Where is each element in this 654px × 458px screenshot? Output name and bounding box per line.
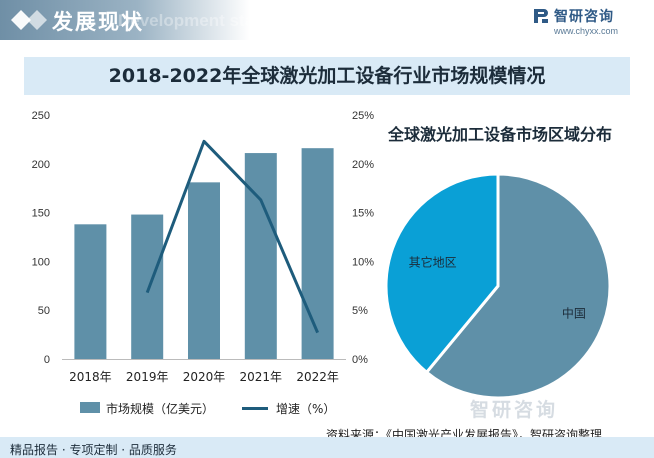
page-title: 发展现状 [52, 10, 144, 34]
x-tick-label: 2021年 [240, 370, 283, 384]
brand-logo-icon [534, 9, 548, 23]
y-right-tick-label: 25% [352, 110, 374, 122]
footer-watermark: 智研咨询 [470, 399, 559, 421]
pie-slice [424, 172, 612, 400]
bar [244, 153, 277, 359]
legend-line-label: 增速（%） [276, 402, 336, 416]
chart-title-band: 2018-2022年全球激光加工设备行业市场规模情况 [24, 57, 630, 95]
legend-bar-label: 市场规模（亿美元） [106, 402, 215, 416]
y-right-tick-label: 15% [352, 208, 374, 220]
brand: 智研咨询 www.chyxx.com [532, 5, 642, 39]
pie-label: 中国 [562, 305, 586, 320]
footer-slogan: 精品报告 · 专项定制 · 品质服务 [10, 443, 177, 457]
x-tick-label: 2019年 [126, 370, 169, 384]
chart-area: 0 50 100 150 200 250 0% 5% 10% 15% 20% 25% 2018年 2019… [32, 110, 612, 400]
y-right-tick-label: 5% [352, 305, 368, 317]
y-left-tick-label: 0 [44, 354, 50, 366]
growth-line [145, 139, 319, 334]
y-left-tick-label: 100 [32, 256, 50, 268]
brand-name: 智研咨询 [554, 9, 614, 25]
y-right-tick-label: 20% [352, 159, 374, 171]
legend-bar-swatch [80, 402, 100, 413]
brand-url: www.chyxx.com [554, 26, 619, 36]
y-left-tick-label: 200 [32, 159, 50, 171]
pie-label: 其它地区 [409, 254, 457, 269]
bar [131, 214, 164, 359]
pie-slice [384, 172, 500, 375]
y-right-tick-label: 0% [352, 354, 368, 366]
footer-bar [0, 437, 654, 458]
bar [188, 182, 220, 359]
x-tick-label: 2018年 [69, 370, 112, 384]
legend-line-swatch [242, 407, 268, 410]
y-left-tick-label: 150 [32, 208, 50, 220]
y-left-tick-label: 250 [32, 110, 50, 122]
bar [74, 224, 107, 359]
header: Development status 发展现状 智研咨询 www.chyxx.c… [0, 0, 654, 40]
x-tick-label: 2020年 [183, 370, 226, 384]
bar [301, 148, 334, 359]
x-tick-label: 2022年 [296, 370, 339, 384]
y-right-tick-label: 10% [352, 256, 374, 268]
header-subtitle-watermark: Development status [118, 11, 280, 30]
y-left-tick-label: 50 [38, 305, 50, 317]
chart-title: 2018-2022年全球激光加工设备行业市场规模情况 [108, 65, 546, 87]
pie-title: 全球激光加工设备市场区域分布 [388, 125, 613, 144]
diamond-icon [11, 10, 47, 30]
